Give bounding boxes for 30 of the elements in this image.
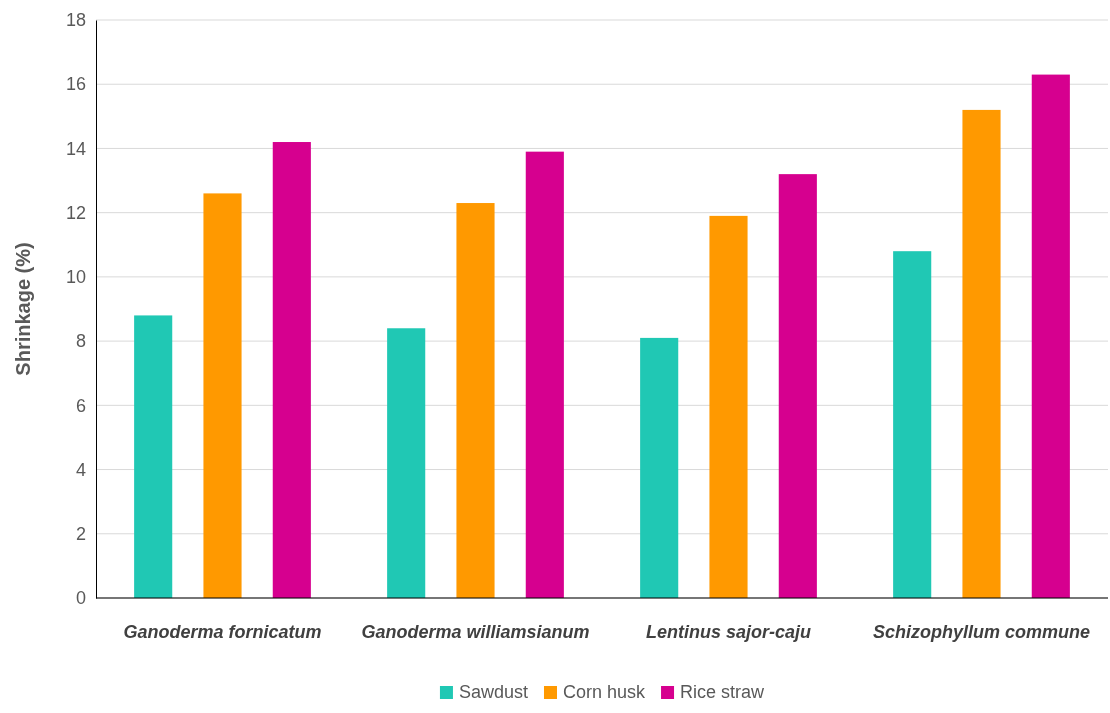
bar bbox=[709, 215, 748, 598]
y-tick-label: 14 bbox=[65, 138, 86, 159]
x-tick-label: Schizophyllum commune bbox=[872, 622, 1091, 642]
y-tick-label: 0 bbox=[75, 588, 86, 609]
x-tick-label: Lentinus sajor-caju bbox=[645, 622, 812, 642]
bar bbox=[525, 151, 564, 598]
y-tick-label: 6 bbox=[75, 395, 86, 416]
bar bbox=[778, 174, 817, 598]
legend-label: Sawdust bbox=[458, 682, 528, 702]
y-tick-label: 16 bbox=[65, 74, 86, 95]
legend-label: Corn husk bbox=[562, 682, 647, 702]
x-tick-label: Ganoderma fornicatum bbox=[123, 622, 322, 642]
bar bbox=[962, 109, 1001, 598]
y-tick-label: 4 bbox=[75, 459, 86, 480]
bar bbox=[272, 142, 311, 598]
x-tick-label: Ganoderma williamsianum bbox=[361, 622, 590, 642]
bar bbox=[456, 203, 495, 598]
y-tick-label: 12 bbox=[65, 202, 86, 223]
y-tick-label: 10 bbox=[65, 267, 86, 288]
bar bbox=[203, 193, 242, 598]
bar bbox=[134, 315, 173, 598]
legend-label: Rice straw bbox=[680, 682, 766, 702]
y-tick-label: 2 bbox=[75, 524, 86, 545]
y-tick-label: 18 bbox=[65, 10, 86, 31]
bar bbox=[1031, 74, 1070, 598]
bar bbox=[387, 328, 426, 598]
bar bbox=[640, 337, 679, 598]
bar bbox=[893, 251, 932, 598]
y-tick-label: 8 bbox=[75, 331, 86, 352]
y-axis-title: Shrinkage (%) bbox=[12, 242, 34, 376]
